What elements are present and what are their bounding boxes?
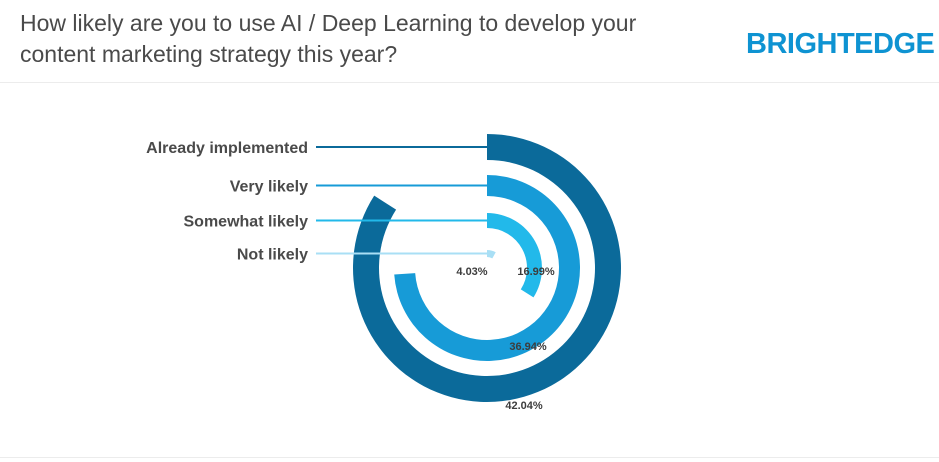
category-label-very-likely: Very likely [230, 179, 308, 196]
value-label-already-implemented: 42.04% [505, 400, 543, 412]
category-label-not-likely: Not likely [237, 247, 308, 264]
chart-title: How likely are you to use AI / Deep Lear… [20, 10, 637, 67]
arc-somewhat-likely [487, 213, 542, 298]
brightedge-logo: BRIGHTEDGE [746, 28, 935, 60]
category-label-somewhat-likely: Somewhat likely [184, 214, 309, 231]
arc-not-likely [487, 250, 496, 259]
category-label-already-implemented: Already implemented [146, 140, 308, 157]
value-label-very-likely: 36.94% [509, 341, 547, 353]
value-label-not-likely: 4.03% [456, 266, 487, 278]
value-label-somewhat-likely: 16.99% [517, 266, 555, 278]
header-divider [0, 82, 939, 83]
footer-divider [0, 457, 939, 458]
